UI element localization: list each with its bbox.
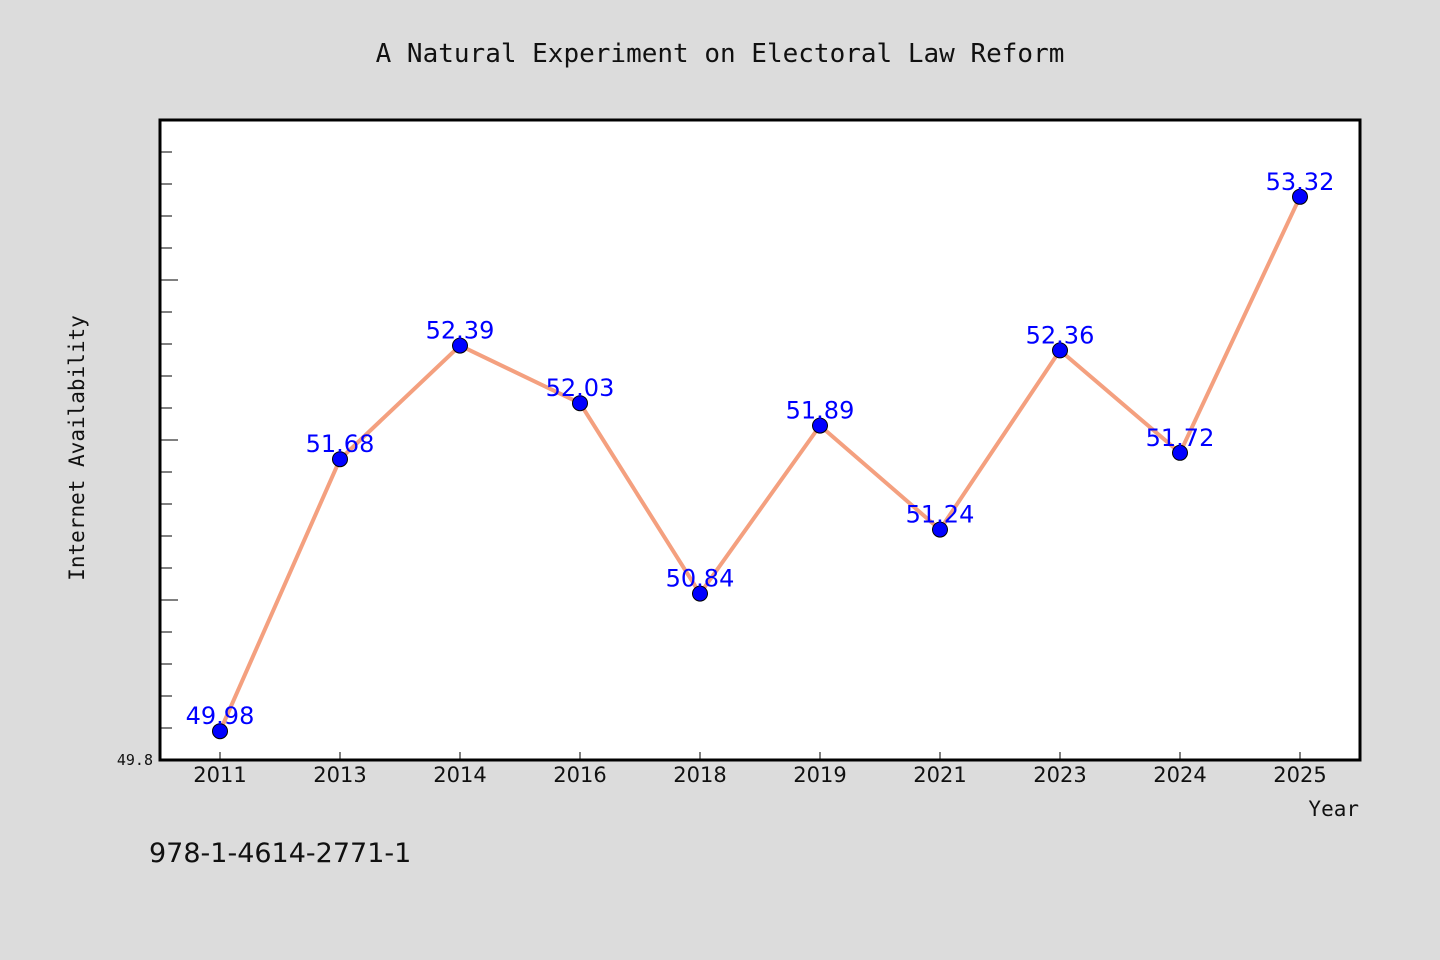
data-label: 52.36 [1026, 321, 1095, 349]
x-tick-label: 2021 [913, 763, 966, 787]
data-label: 50.84 [666, 565, 735, 593]
x-tick-label: 2016 [553, 763, 606, 787]
x-tick-label: 2024 [1153, 763, 1206, 787]
data-point [1052, 342, 1068, 359]
chart-title: A Natural Experiment on Electoral Law Re… [376, 39, 1065, 69]
y-tick-label-min: 49.8 [117, 751, 153, 769]
data-label: 51.68 [306, 430, 375, 458]
data-point [212, 723, 228, 740]
x-axis-label: Year [1308, 797, 1359, 821]
x-tick-label: 2018 [673, 763, 726, 787]
data-label: 52.03 [546, 374, 615, 402]
series-line [218, 194, 1302, 734]
x-tick-label: 2025 [1273, 763, 1326, 787]
data-label: 51.72 [1146, 424, 1215, 452]
plot-frame [158, 118, 1362, 762]
x-tick-labels: 2011 2013 2014 2016 2018 2019 2021 2023 2024 2025 [193, 763, 1326, 787]
data-point [452, 337, 468, 354]
data-label: 51.89 [786, 397, 855, 425]
data-labels-layer: 49.98 51.68 52.39 52.03 50.84 51.89 51.24 52.36… [186, 168, 1335, 730]
x-tick-label: 2014 [433, 763, 486, 787]
y-axis-label: Internet Availability [65, 315, 89, 581]
data-points-layer [212, 188, 1308, 740]
x-tick-label: 2013 [313, 763, 366, 787]
data-label: 53.32 [1266, 168, 1335, 196]
x-tick-label: 2023 [1033, 763, 1086, 787]
x-tick-label: 2011 [193, 763, 246, 787]
data-point [932, 521, 948, 538]
data-point [692, 585, 708, 602]
data-point [812, 417, 828, 434]
data-label: 52.39 [426, 317, 495, 345]
isbn-text: 978-1-4614-2771-1 [149, 838, 411, 869]
data-point [1172, 444, 1188, 461]
x-tick-label: 2019 [793, 763, 846, 787]
data-label: 49.98 [186, 702, 255, 730]
data-point [1292, 188, 1308, 205]
data-point [332, 451, 348, 468]
data-label: 51.24 [906, 501, 975, 529]
series-line-layer [218, 194, 1302, 734]
data-point [572, 395, 588, 412]
